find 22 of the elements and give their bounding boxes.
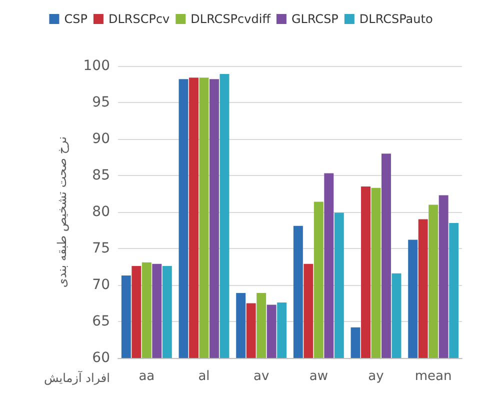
legend-label: DLRCSPcvdiff [190, 12, 272, 26]
legend-label: DLRCSPauto [359, 12, 433, 26]
y-tick-label: 95 [92, 94, 110, 110]
legend-label: DLRSCPcv [108, 12, 170, 26]
y-tick-label: 85 [92, 168, 110, 184]
y-tick-label: 80 [92, 204, 110, 220]
x-tick-label: aa [138, 369, 155, 384]
x-tick-label: aw [309, 369, 328, 384]
y-tick-label: 100 [83, 58, 110, 74]
x-tick-label: av [253, 369, 270, 384]
x-tick-label: al [198, 369, 210, 384]
y-axis-title: نرخ صحت تشخیص طبقه بندی [55, 136, 69, 288]
y-tick-label: 60 [92, 350, 110, 366]
x-tick-label: ay [368, 369, 384, 384]
y-tick-label: 70 [92, 277, 110, 293]
legend-label: GLRCSP [291, 12, 338, 26]
y-tick-label: 90 [92, 131, 110, 147]
legend-label: CSP [64, 12, 88, 26]
y-tick-label: 75 [92, 240, 110, 256]
x-tick-label: mean [414, 369, 452, 384]
x-axis-title: افراد آزمایش [44, 370, 110, 385]
y-tick-label: 65 [92, 314, 110, 330]
